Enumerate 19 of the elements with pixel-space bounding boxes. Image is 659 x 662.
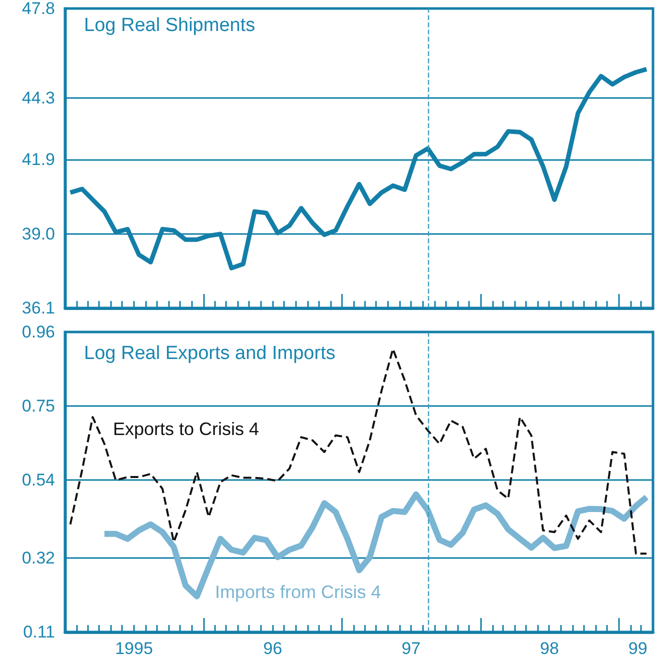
- y-tick-label: 44.3: [22, 88, 55, 108]
- x-tick-label: 99: [628, 639, 648, 658]
- y-tick-label: 39.0: [22, 224, 55, 244]
- series-label: Exports to Crisis 4: [113, 419, 260, 439]
- y-tick-label: 0.96: [22, 322, 55, 342]
- y-tick-label: 0.75: [22, 396, 55, 416]
- x-tick-label: 96: [263, 639, 282, 658]
- y-tick-label: 0.32: [22, 548, 55, 568]
- y-tick-label: 47.8: [22, 0, 55, 18]
- y-tick-label: 0.54: [22, 470, 55, 490]
- x-tick-label: 98: [540, 639, 559, 658]
- y-tick-label: 36.1: [22, 298, 55, 318]
- series-label: Imports from Crisis 4: [215, 582, 382, 602]
- x-tick-label: 97: [402, 639, 421, 658]
- y-tick-label: 0.11: [23, 622, 55, 642]
- text: Log Real Exports and Imports: [84, 343, 336, 364]
- x-tick-label: 1995: [115, 639, 153, 658]
- y-tick-label: 41.9: [22, 150, 55, 170]
- chart-title: Log Real Shipments: [84, 15, 256, 36]
